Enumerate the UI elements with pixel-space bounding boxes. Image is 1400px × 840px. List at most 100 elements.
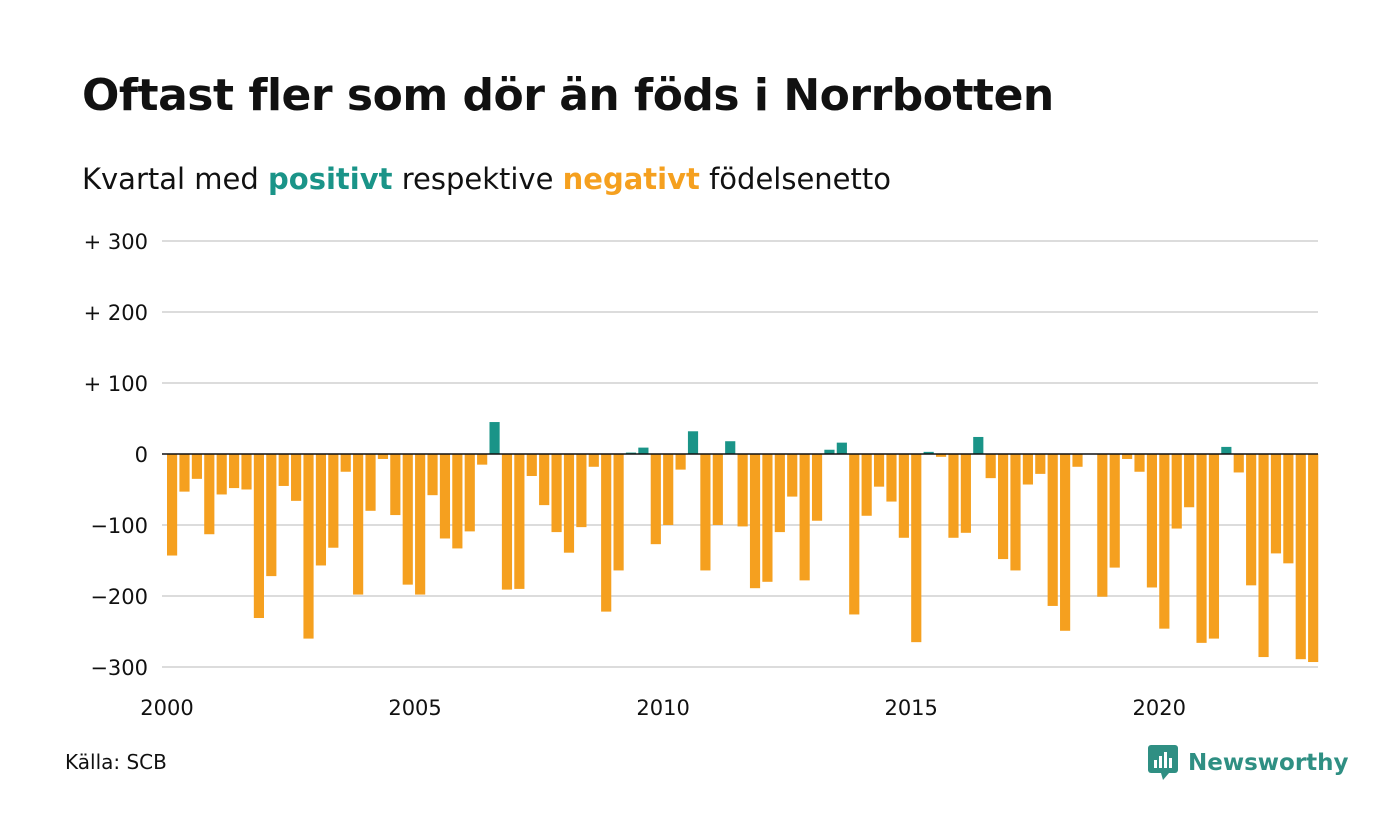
bar xyxy=(402,454,413,585)
bar xyxy=(390,454,401,516)
chart-title: Oftast fler som dör än föds i Norrbotten xyxy=(82,70,1054,121)
bar xyxy=(1159,454,1170,629)
bar xyxy=(873,454,885,487)
y-tick-label: −300 xyxy=(90,656,148,680)
bar xyxy=(935,454,947,457)
bar xyxy=(836,442,847,454)
bar xyxy=(563,454,575,553)
bar xyxy=(204,454,215,535)
bar xyxy=(439,454,451,539)
bar xyxy=(241,454,252,490)
bar xyxy=(526,454,537,477)
bar xyxy=(1270,454,1282,554)
bar xyxy=(1109,454,1120,568)
bar xyxy=(985,454,996,479)
x-tick-label: 2005 xyxy=(388,696,441,720)
bar xyxy=(1258,454,1269,658)
subtitle-middle: respektive xyxy=(392,162,563,196)
bar xyxy=(650,454,661,545)
bar xyxy=(787,454,798,497)
bar xyxy=(179,454,190,492)
bar xyxy=(762,454,773,582)
bar xyxy=(1097,454,1108,597)
bar xyxy=(576,454,587,528)
bar xyxy=(1171,454,1182,529)
bar xyxy=(551,454,562,533)
bar xyxy=(489,422,500,454)
bar xyxy=(923,451,934,454)
bar xyxy=(824,449,835,454)
bar xyxy=(861,454,872,516)
bar xyxy=(799,454,810,581)
bar xyxy=(663,454,674,525)
bar xyxy=(1134,454,1145,472)
y-tick-label: −200 xyxy=(90,585,148,609)
bar xyxy=(849,454,860,615)
bar xyxy=(712,454,723,525)
logo-text: Newsworthy xyxy=(1188,750,1349,776)
bar xyxy=(1233,454,1244,473)
bar xyxy=(1122,454,1133,459)
newsworthy-logo[interactable]: Newsworthy xyxy=(1148,745,1349,781)
bar xyxy=(998,454,1009,560)
bar xyxy=(1022,454,1033,485)
bar xyxy=(1196,454,1207,643)
bar xyxy=(539,454,550,506)
y-tick-label: 0 xyxy=(135,443,148,467)
bar xyxy=(811,454,823,521)
bar xyxy=(1246,454,1257,586)
x-tick-label: 2015 xyxy=(884,696,937,720)
bar xyxy=(1208,454,1220,639)
bar xyxy=(1035,454,1046,474)
bar xyxy=(167,454,178,556)
bar xyxy=(1283,454,1294,564)
bar xyxy=(1072,454,1083,467)
bar xyxy=(588,454,599,467)
bar xyxy=(501,454,513,590)
x-tick-label: 2000 xyxy=(140,696,193,720)
bar xyxy=(774,454,785,533)
bar xyxy=(948,454,959,538)
bar xyxy=(191,454,202,479)
bar xyxy=(973,436,984,454)
bar xyxy=(886,454,897,502)
y-tick-label: + 300 xyxy=(84,230,148,254)
bar xyxy=(353,454,364,595)
newsworthy-logo-icon xyxy=(1148,745,1178,780)
bar xyxy=(1047,454,1058,606)
bar xyxy=(303,454,314,639)
x-tick-label: 2010 xyxy=(636,696,689,720)
chart-subtitle: Kvartal med positivt respektive negativt… xyxy=(82,162,891,196)
bar xyxy=(613,454,624,571)
bar xyxy=(253,454,264,619)
bar xyxy=(477,454,488,465)
bar xyxy=(675,454,686,470)
bar xyxy=(638,447,649,454)
bar xyxy=(1295,454,1306,660)
bar-chart: + 300 + 200 + 100 0 −100 −200 −300 2000 2005 2010… xyxy=(84,230,1319,720)
bar xyxy=(216,454,227,495)
bar xyxy=(415,454,426,595)
subtitle-negative-word: negativt xyxy=(562,162,700,196)
subtitle-positive-word: positivt xyxy=(268,162,393,196)
bar xyxy=(229,454,240,489)
bar xyxy=(1060,454,1071,631)
bar xyxy=(514,454,525,589)
bar xyxy=(328,454,339,548)
bar xyxy=(340,454,351,472)
bar xyxy=(266,454,277,577)
bar xyxy=(427,454,438,496)
y-tick-label: −100 xyxy=(90,514,148,538)
y-tick-label: + 200 xyxy=(84,301,148,325)
bar xyxy=(464,454,475,532)
bar xyxy=(1146,454,1158,588)
x-tick-label: 2020 xyxy=(1133,696,1186,720)
bar xyxy=(365,454,376,511)
bar xyxy=(898,454,909,538)
bar xyxy=(687,431,699,454)
bar xyxy=(911,454,922,643)
bar xyxy=(1221,446,1232,454)
bar xyxy=(725,441,736,454)
bar xyxy=(1184,454,1195,508)
subtitle-suffix: födelsenetto xyxy=(699,162,891,196)
